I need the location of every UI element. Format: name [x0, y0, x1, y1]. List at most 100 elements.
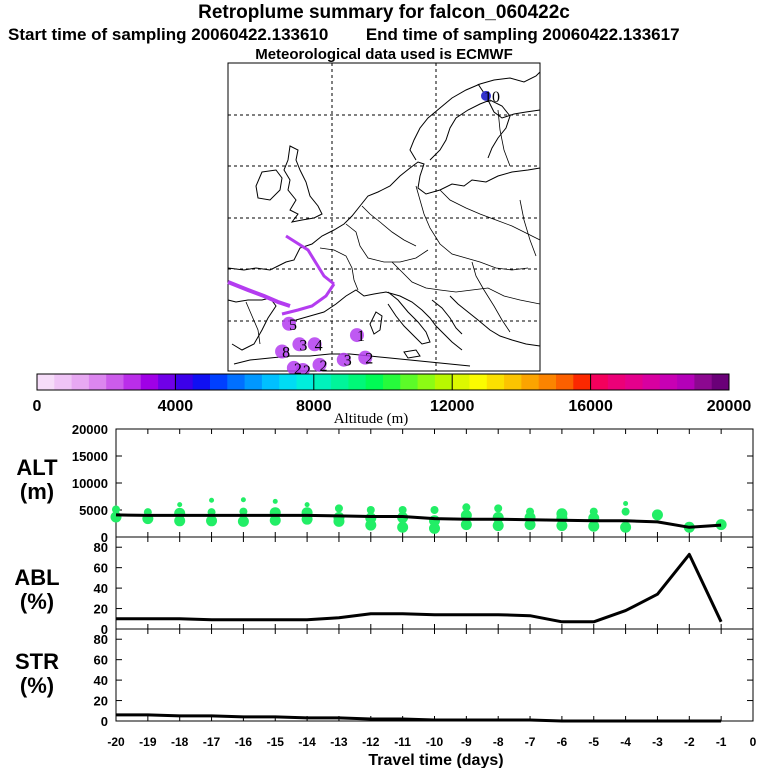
met-data-label: Meteorological data used is ECMWF	[255, 46, 513, 63]
abl-label-line2: (%)	[19, 589, 55, 614]
end-time-label: End time of sampling 20060422.133617	[365, 25, 680, 44]
abl-label-line1: ABL	[14, 565, 60, 590]
colorbar-swatch	[573, 374, 592, 390]
alt-point	[460, 519, 472, 531]
colorbar-tick-label: 0	[33, 398, 42, 415]
track-segment-3	[227, 280, 291, 308]
series-line	[115, 513, 722, 529]
alt-point	[588, 520, 600, 532]
y-tick-label: 10000	[72, 476, 108, 491]
colorbar-swatch	[383, 374, 401, 390]
start-time-label: Start time of sampling 20060422.133610	[8, 25, 329, 44]
alt-point	[430, 506, 439, 514]
colorbar-swatch	[296, 374, 315, 390]
alt-point	[366, 506, 375, 514]
colorbar-swatch	[607, 374, 626, 390]
colorbar-swatch	[642, 374, 661, 390]
str-label: STR (%)	[10, 650, 64, 698]
colorbar-swatch	[452, 374, 470, 390]
y-tick-label: 15000	[72, 449, 108, 464]
colorbar-swatch	[486, 374, 505, 390]
x-tick-label: -4	[620, 735, 631, 749]
alt-point	[715, 519, 727, 531]
colorbar-tick-label: 16000	[568, 398, 613, 415]
y-tick-label: 20	[94, 602, 108, 617]
alt-point	[240, 497, 246, 503]
x-tick-label: -16	[235, 735, 253, 749]
alt-point	[333, 515, 345, 527]
colorbar-swatch	[504, 374, 522, 390]
x-tick-label: -3	[652, 735, 663, 749]
colorbar-swatch	[434, 374, 453, 390]
alt-point	[429, 522, 440, 534]
x-tick-label: -10	[426, 735, 444, 749]
alt-point	[269, 514, 281, 526]
colorbar-swatch	[521, 374, 540, 390]
colorbar-swatch	[227, 374, 246, 390]
alt-label-line2: (m)	[19, 479, 55, 504]
colorbar-swatch	[625, 374, 643, 390]
str-label-line1: STR	[15, 649, 59, 674]
colorbar-swatch	[313, 374, 332, 390]
marker-label: 4	[315, 337, 323, 354]
x-axis-label: Travel time (days)	[368, 752, 503, 768]
alt-point	[304, 502, 310, 508]
colorbar-swatch	[54, 374, 73, 390]
colorbar-swatch	[365, 374, 384, 390]
alt-point	[112, 505, 120, 514]
y-tick-label: 40	[94, 581, 108, 596]
alt-point	[272, 498, 278, 504]
panel-abl: 0 20 40 60 80	[94, 536, 754, 637]
colorbar-swatch	[158, 374, 176, 390]
colorbar-tick-label: 20000	[707, 398, 752, 415]
marker-label: 5	[289, 317, 297, 334]
x-tick-label: -12	[362, 735, 380, 749]
alt-point	[110, 511, 122, 523]
x-tick-label: -8	[493, 735, 504, 749]
y-tick-label: 20000	[72, 422, 108, 437]
colorbar-swatch	[590, 374, 609, 390]
colorbar-swatch	[659, 374, 678, 390]
marker-label: 8	[282, 344, 290, 361]
abl-label: ABL (%)	[10, 566, 64, 614]
marker-label: 2	[303, 363, 311, 380]
marker-label: 2	[365, 351, 373, 368]
colorbar-tick-label: 12000	[430, 398, 475, 415]
colorbar-swatch	[711, 374, 730, 390]
sampling-times: Start time of sampling 20060422.133610 E…	[8, 25, 768, 45]
x-tick-label: -18	[171, 735, 189, 749]
colorbar-tick-label: 4000	[158, 398, 194, 415]
alt-point	[623, 501, 629, 507]
alt-point	[206, 515, 218, 527]
map-gridlines	[228, 63, 540, 371]
x-tick-label: -7	[525, 735, 536, 749]
colorbar-swatch	[279, 374, 297, 390]
marker-label: 2	[294, 361, 302, 378]
colorbar-swatch	[261, 374, 280, 390]
plume-track	[227, 234, 336, 316]
colorbar-swatch	[694, 374, 713, 390]
colorbar-swatch	[556, 374, 574, 390]
y-tick-label: 60	[94, 561, 108, 576]
y-tick-label: 0	[101, 714, 108, 729]
colorbar-swatch	[71, 374, 90, 390]
colorbar-label: Altitude (m)	[334, 411, 409, 427]
marker-label: 10	[484, 89, 500, 106]
alt-label: ALT (m)	[10, 456, 64, 504]
marker-dot	[282, 316, 297, 331]
colorbar: 0 4000 8000 12000 16000 20000	[33, 373, 752, 415]
marker-dot	[481, 90, 491, 101]
colorbar-swatch	[175, 374, 194, 390]
colorbar-frame	[36, 373, 730, 391]
x-tick-label: -9	[461, 735, 472, 749]
y-tick-label: 5000	[79, 503, 108, 518]
figure-title: Retroplume summary for falcon_060422c	[198, 2, 570, 23]
x-tick-label: -15	[267, 735, 285, 749]
colorbar-swatch	[88, 374, 107, 390]
str-label-line2: (%)	[19, 673, 55, 698]
y-tick-label: 0	[101, 530, 108, 545]
map-frame	[227, 62, 541, 372]
borders	[245, 109, 541, 345]
